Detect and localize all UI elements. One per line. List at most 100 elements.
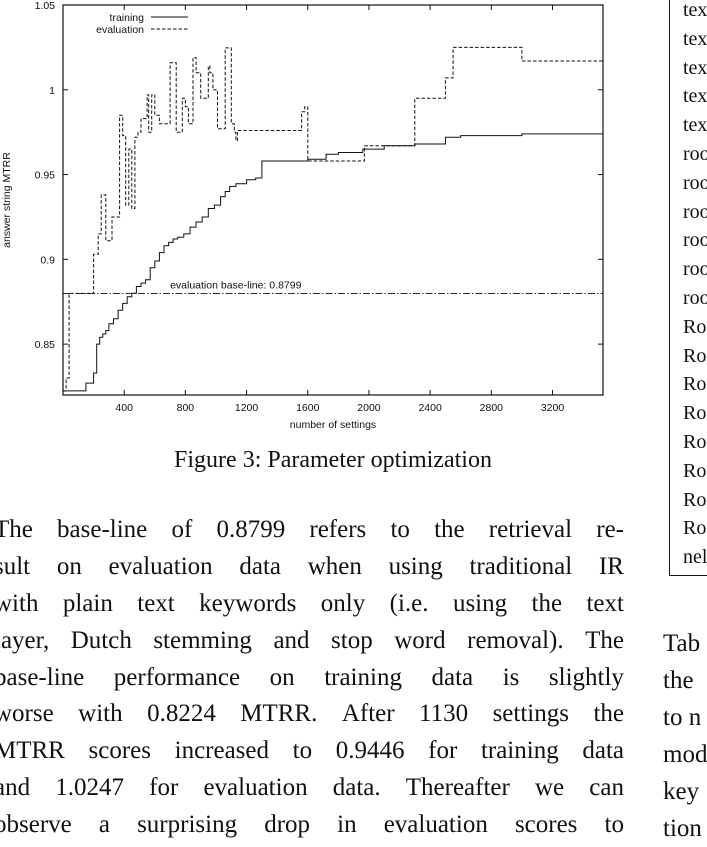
body-word: scores bbox=[514, 811, 578, 839]
table-cell: roo bbox=[683, 171, 707, 194]
table-cell: Ro bbox=[683, 431, 707, 453]
body-word: keywords bbox=[199, 589, 297, 617]
baseline-label: evaluation base-line: 0.8799 bbox=[170, 279, 302, 291]
right-text-line: Tab bbox=[663, 630, 701, 657]
table-cell: Ro bbox=[683, 488, 707, 511]
body-word: for bbox=[428, 737, 458, 765]
body-word: drop bbox=[264, 811, 311, 839]
body-word: training bbox=[480, 737, 559, 765]
body-word: a bbox=[98, 811, 110, 839]
body-word: removal). bbox=[467, 626, 564, 654]
body-word: only bbox=[320, 589, 366, 617]
x-tick-label: 1200 bbox=[235, 402, 259, 414]
right-text-line: key bbox=[663, 777, 700, 805]
figure-caption: Figure 3: Parameter optimization bbox=[174, 447, 492, 473]
table-cell: roo bbox=[683, 143, 707, 165]
body-word: using bbox=[388, 552, 443, 580]
body-word: Thereafter bbox=[405, 774, 510, 802]
table-cell: roo bbox=[683, 258, 707, 281]
body-word: surprising bbox=[137, 811, 238, 839]
table-cell: tex bbox=[683, 56, 707, 79]
table-cell: tex bbox=[683, 27, 707, 50]
y-tick-label: 0.9 bbox=[40, 254, 55, 266]
table-cell: Ro bbox=[683, 459, 707, 482]
right-text-line: tion bbox=[663, 814, 702, 842]
body-line: MTRR scores increased to 0.9446 for training da… bbox=[0, 733, 624, 770]
legend-label-evaluation: evaluation bbox=[96, 24, 144, 36]
right-column-text: Tab the to n mod key tion bbox=[663, 626, 707, 847]
body-word: worse bbox=[0, 700, 54, 728]
table-cell: roo bbox=[683, 200, 707, 223]
y-tick-label: 0.85 bbox=[35, 339, 56, 351]
body-word: 0.8224 bbox=[147, 700, 216, 728]
y-tick-label: 1 bbox=[49, 85, 55, 97]
plot-frame bbox=[62, 4, 604, 396]
body-line: The base-line of 0.8799 refers to the retrieval… bbox=[0, 512, 624, 549]
body-line: base-line performance on training data is slig… bbox=[0, 660, 624, 697]
x-tick-label: 2000 bbox=[357, 402, 381, 414]
body-word: text bbox=[586, 589, 624, 617]
body-word: traditional bbox=[469, 552, 573, 580]
body-word: and bbox=[273, 626, 310, 654]
body-word: data bbox=[239, 552, 282, 580]
x-tick-label: 1600 bbox=[296, 402, 320, 414]
body-word: data bbox=[431, 663, 474, 691]
body-word: the bbox=[531, 589, 563, 617]
body-word: data. bbox=[332, 774, 381, 802]
body-word: evaluation bbox=[383, 811, 488, 839]
table-cell: Ro bbox=[683, 402, 707, 425]
series-line-evaluation bbox=[63, 46, 603, 392]
body-word: 0.8799 bbox=[216, 516, 286, 543]
right-text-line: the bbox=[663, 666, 694, 694]
table-cell: Ro bbox=[683, 373, 707, 396]
body-word: 1.0247 bbox=[55, 774, 124, 802]
table-cell: nel bbox=[683, 546, 707, 569]
body-word: when bbox=[307, 552, 362, 580]
series-line-training bbox=[63, 132, 603, 392]
table-cell: tex bbox=[683, 85, 707, 108]
body-word: on bbox=[56, 552, 82, 580]
body-word: evaluation bbox=[203, 774, 308, 802]
x-tick-label: 3200 bbox=[541, 402, 565, 414]
body-word: refers bbox=[309, 516, 367, 543]
table-fragment: tex tex tex tex tex roo roo roo roo roo roo Ro Ro Ro R… bbox=[669, 0, 707, 576]
table-cell: tex bbox=[683, 0, 707, 21]
right-text-line: to n bbox=[663, 703, 702, 731]
x-tick-label: 400 bbox=[115, 402, 133, 414]
body-word: word bbox=[394, 626, 446, 654]
body-word: to bbox=[292, 737, 313, 765]
body-word: can bbox=[589, 774, 624, 802]
body-word: the bbox=[434, 516, 465, 543]
body-word: observe bbox=[0, 811, 72, 839]
body-word: performance bbox=[113, 663, 241, 691]
table-cell: tex bbox=[683, 114, 707, 137]
body-word: for bbox=[149, 774, 179, 802]
body-word: with bbox=[0, 589, 39, 617]
x-tick-label: 800 bbox=[177, 402, 195, 414]
body-word: in bbox=[337, 811, 357, 839]
body-word: we bbox=[534, 774, 565, 802]
y-axis-label: answer string MTRR bbox=[1, 152, 13, 248]
body-word: with bbox=[78, 700, 123, 728]
legend-label-training: training bbox=[110, 12, 145, 24]
body-word: MTRR. bbox=[240, 700, 318, 728]
parameter-optimization-chart: 400 800 1200 1600 2000 2400 2800 3200 0.85 0.9 0.9… bbox=[1, 0, 604, 431]
body-word: the bbox=[593, 700, 624, 728]
body-word: to bbox=[390, 516, 410, 543]
body-word: text bbox=[137, 589, 175, 617]
body-word: base-line bbox=[0, 663, 85, 691]
body-line: worse with 0.8224 MTRR. After 1130 settings the bbox=[0, 696, 624, 733]
body-word: retrieval bbox=[488, 516, 573, 543]
table-cell: Ro bbox=[683, 344, 707, 367]
body-line: with plain text keywords only (i.e. using the te… bbox=[0, 586, 624, 623]
body-word: evaluation bbox=[108, 552, 213, 580]
y-tick-label: 0.95 bbox=[35, 170, 56, 182]
body-word: scores bbox=[88, 737, 151, 765]
table-cell: Ro bbox=[683, 517, 707, 540]
table-cell: roo bbox=[683, 229, 707, 252]
body-word: re- bbox=[596, 516, 624, 543]
y-tick-label: 1.05 bbox=[35, 0, 56, 12]
body-word: using bbox=[452, 589, 508, 617]
body-paragraph: The base-line of 0.8799 refers to the retrieval… bbox=[0, 512, 624, 844]
